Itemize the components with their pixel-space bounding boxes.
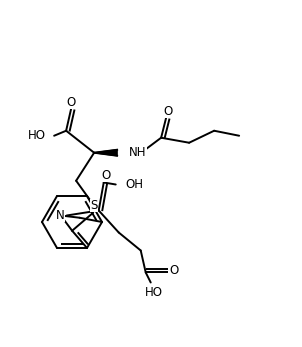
Text: HO: HO	[28, 129, 46, 142]
Text: O: O	[163, 105, 173, 118]
Text: N: N	[56, 209, 65, 222]
Text: O: O	[101, 169, 110, 182]
Text: HO: HO	[145, 287, 163, 299]
Text: S: S	[90, 199, 98, 212]
Polygon shape	[94, 150, 117, 156]
Text: O: O	[66, 96, 76, 109]
Text: O: O	[169, 264, 178, 278]
Text: NH: NH	[129, 146, 147, 159]
Text: OH: OH	[126, 178, 144, 191]
